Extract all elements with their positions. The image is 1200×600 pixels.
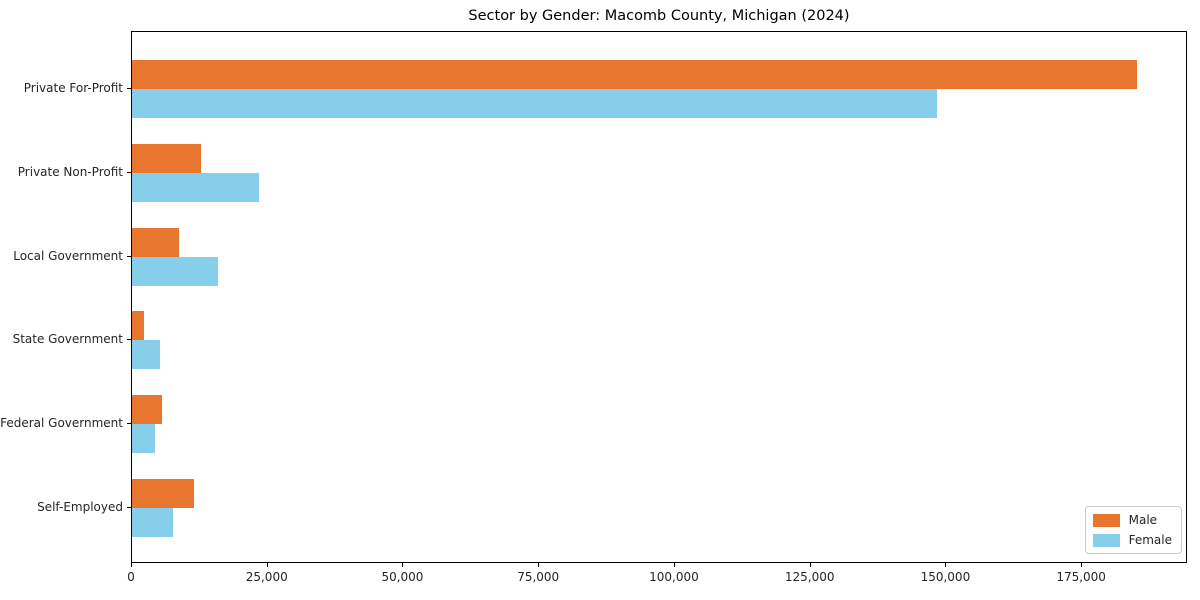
xtick-mark-5: [809, 563, 811, 567]
chart-title: Sector by Gender: Macomb County, Michiga…: [468, 8, 850, 24]
xtick-mark-0: [131, 563, 132, 567]
xtick-label-7: 175,000: [1056, 570, 1106, 584]
bar-male-3: [132, 311, 144, 341]
ytick-label-1: Private Non-Profit: [17, 164, 123, 179]
ytick-label-4: Federal Government: [0, 416, 123, 431]
legend: Male Female: [1084, 506, 1182, 554]
xtick-label-1: 25,000: [245, 570, 288, 584]
bar-female-5: [132, 508, 173, 537]
xtick-mark-7: [1081, 563, 1083, 567]
legend-row-male: Male: [1092, 513, 1172, 527]
xtick-label-0: 0: [127, 570, 135, 584]
bar-male-4: [132, 395, 162, 425]
xtick-mark-1: [266, 563, 268, 567]
legend-label-female: Female: [1128, 533, 1172, 547]
bar-male-5: [132, 479, 195, 508]
xtick-mark-6: [945, 563, 947, 567]
xtick-label-4: 100,000: [649, 570, 699, 584]
xtick-label-2: 50,000: [381, 570, 424, 584]
xtick-label-6: 150,000: [920, 570, 971, 584]
xtick-label-3: 75,000: [517, 570, 560, 584]
ytick-mark-4: [127, 423, 131, 425]
ytick-label-5: Self-Employed: [37, 500, 123, 514]
ytick-mark-3: [127, 339, 131, 341]
legend-swatch-female: [1092, 533, 1120, 547]
xtick-mark-3: [538, 563, 540, 567]
ytick-label-3: State Government: [12, 332, 123, 347]
bar-male-0: [132, 60, 1138, 89]
ytick-label-0: Private For-Profit: [23, 81, 123, 95]
plot-area: Male Female: [131, 31, 1187, 563]
legend-row-female: Female: [1092, 533, 1172, 547]
legend-swatch-male: [1092, 513, 1120, 527]
ytick-mark-0: [127, 88, 131, 89]
ytick-label-2: Local Government: [13, 248, 123, 263]
bar-male-1: [132, 143, 201, 173]
legend-label-male: Male: [1128, 513, 1158, 527]
xtick-mark-4: [673, 563, 675, 567]
ytick-mark-2: [127, 255, 131, 257]
bar-female-0: [132, 89, 937, 118]
bar-female-1: [132, 172, 260, 202]
ytick-mark-5: [127, 507, 131, 508]
xtick-label-5: 125,000: [784, 570, 835, 584]
ytick-mark-1: [127, 171, 131, 173]
bar-female-3: [132, 340, 161, 370]
bar-female-4: [132, 424, 156, 454]
bar-female-2: [132, 256, 218, 286]
xtick-mark-2: [402, 563, 404, 567]
bar-male-2: [132, 227, 180, 257]
